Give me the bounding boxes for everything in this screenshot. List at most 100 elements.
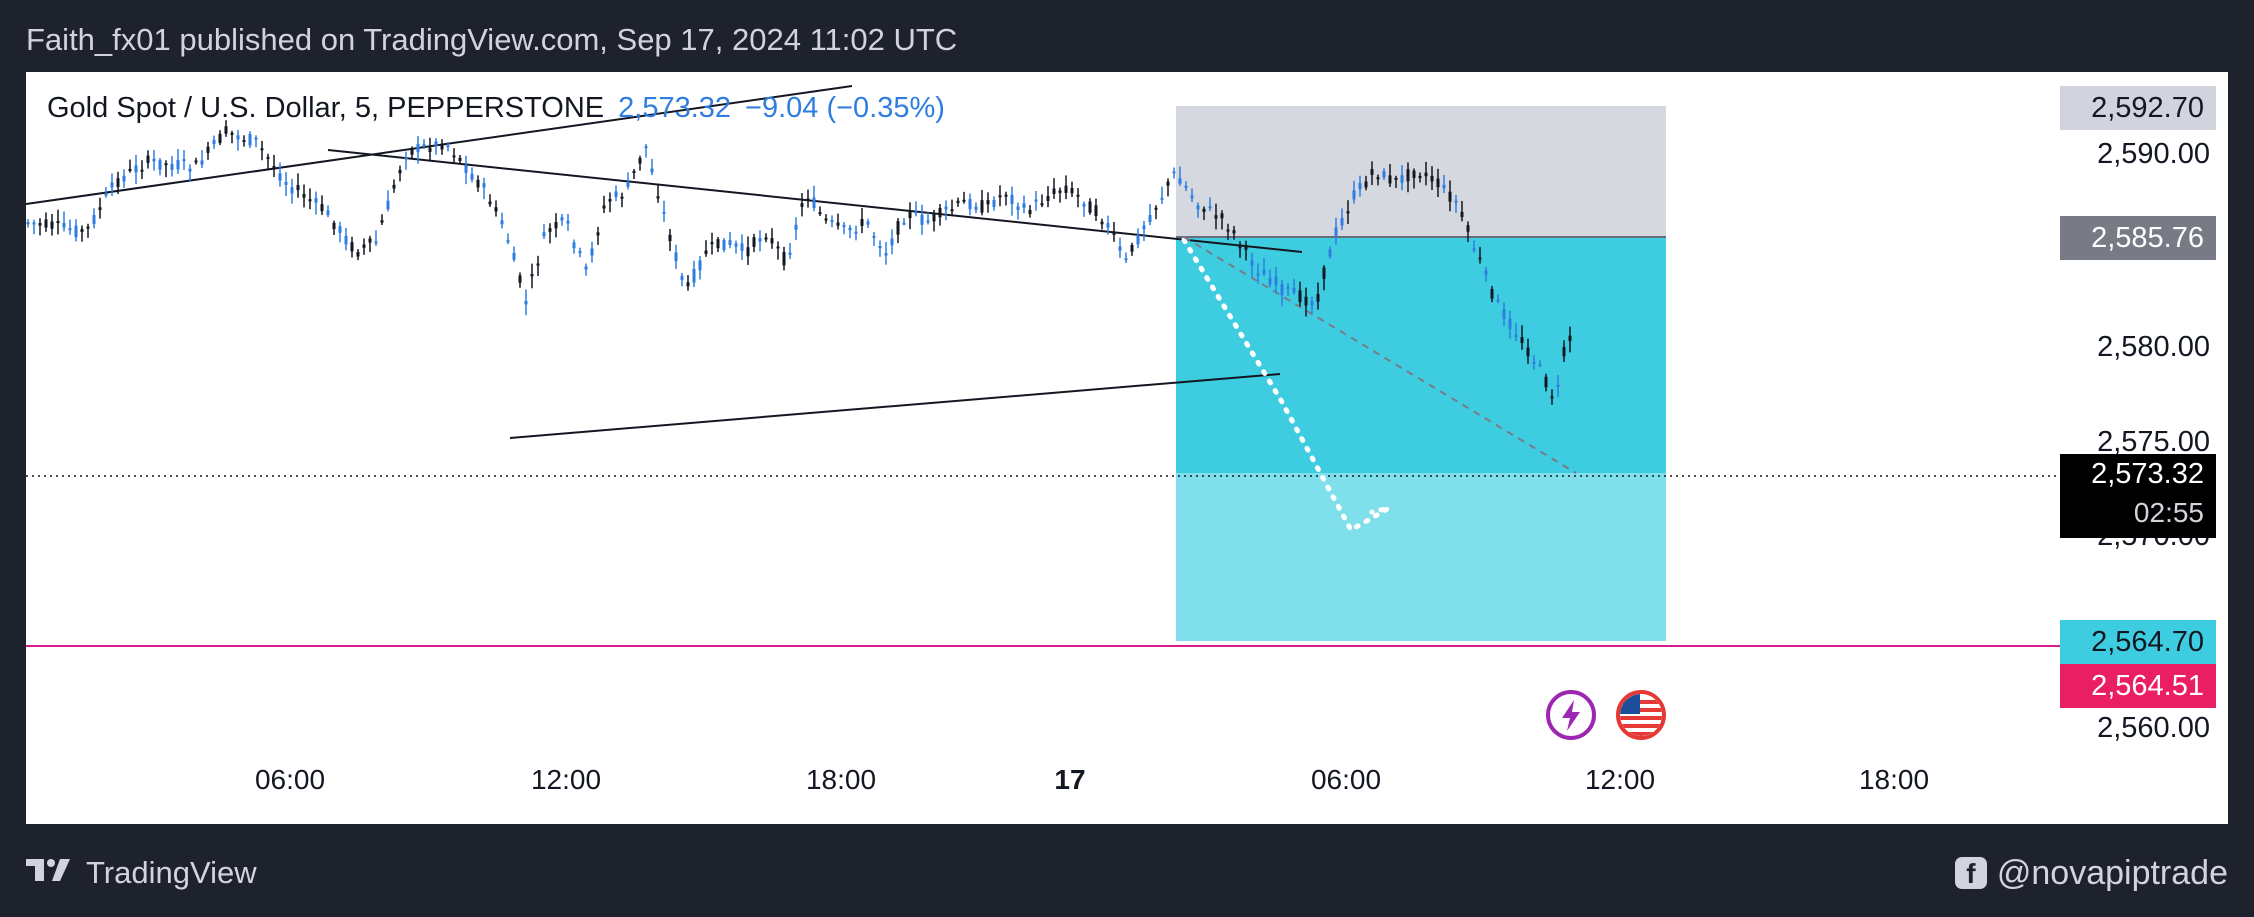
price-plot[interactable] [26,72,2060,824]
candle-body [320,204,324,212]
candle-body [848,227,852,231]
candle-body [86,226,90,229]
author-handle: @novapiptrade [1996,854,2228,892]
candle-body [818,212,822,215]
candle-body [416,143,420,153]
candle-body [800,203,804,207]
time-label-day: 17 [1054,764,1086,795]
price-label: 2,580.00 [2097,331,2210,363]
candle-body [194,160,198,163]
candle-body [260,148,264,151]
chart-pane[interactable]: Gold Spot / U.S. Dollar, 5, PEPPERSTONE 2… [26,72,2228,824]
candle-body [1010,194,1014,205]
candle-body [1070,188,1074,194]
candle-body [854,231,858,234]
candle-body [128,168,132,171]
candle-body [602,205,606,209]
candle-body [224,126,228,134]
candle-body [1316,293,1320,302]
candle-body [104,193,108,196]
target-zone-pending[interactable] [1176,473,1666,641]
candle-body [674,252,678,262]
symbol-change: −9.04 (−0.35%) [745,92,945,124]
candle-body [1460,211,1464,218]
candle-body [380,220,384,223]
candle-body [656,196,660,199]
candle-body [782,252,786,266]
candle-body [1502,309,1506,319]
candle-body [512,253,516,260]
candle-body [1256,273,1260,276]
candle-body [686,282,690,287]
trendline-ascending[interactable] [509,373,1281,439]
candle-body [878,245,882,249]
candle-body [1004,194,1008,197]
footer-brand[interactable]: TradingView [26,848,257,898]
candle-body [698,260,702,271]
candle-body [752,237,756,247]
candle-body [836,222,840,226]
candle-body [938,208,942,218]
candle-body [38,223,42,226]
candle-body [386,200,390,210]
projection-path[interactable] [1181,237,1391,534]
candle-body [116,178,120,188]
candle-body [884,253,888,256]
countdown-value: 02:55 [2133,497,2204,528]
candle-body [296,185,300,191]
candle-body [1286,286,1290,289]
candle-body [440,144,444,150]
candle-body [50,221,54,229]
candle-body [470,173,474,180]
candle-body [866,221,870,225]
candle-body [758,238,762,242]
candle-body [1424,172,1428,177]
candle-body [1454,200,1458,203]
candle-body [1430,175,1434,182]
trendline-upper-rising[interactable] [26,85,853,205]
candle-body [476,179,480,188]
candle-body [1106,223,1110,228]
candle-body [650,168,654,173]
candle-body [1178,178,1182,184]
candle-body [452,155,456,158]
candle-body [1298,290,1302,303]
price-label: 2,575.00 [2097,426,2210,458]
price-scale[interactable]: 2,592.70 2,590.00 2,585.76 2,580.00 2,57… [2060,72,2228,824]
price-tag-target: 2,564.70 [2060,620,2216,664]
candle-body [860,219,864,226]
candle-body [212,139,216,144]
candle-body [1556,384,1560,387]
lightning-event-icon[interactable] [1546,690,1596,740]
candle-body [1478,257,1482,260]
candle-body [614,191,618,197]
candle-body [368,238,372,243]
candle-body [464,165,468,173]
candle-body [446,145,450,148]
candle-body [1058,190,1062,193]
candle-body [1148,215,1152,223]
candle-body [1280,284,1284,296]
candle-body [662,211,666,214]
candle-body [1394,177,1398,180]
candle-body [254,137,258,140]
candle-body [1196,205,1200,210]
target-zone-active[interactable] [1176,237,1666,473]
candle-body [1496,299,1500,302]
candle-body [1076,194,1080,197]
footer-handle[interactable]: f @novapiptrade [1954,848,2228,898]
candle-body [494,207,498,212]
candle-body [926,220,930,223]
candle-body [542,232,546,237]
candle-body [740,243,744,251]
us-flag-event-icon[interactable] [1616,690,1666,740]
candle-body [362,244,366,248]
candle-body [218,133,222,144]
candle-body [134,165,138,173]
candle-body [290,187,294,194]
candle-body [350,242,354,252]
stop-loss-zone[interactable] [1176,106,1666,237]
candle-body [644,146,648,149]
candle-body [266,156,270,159]
price-label: 2,590.00 [2097,138,2210,170]
